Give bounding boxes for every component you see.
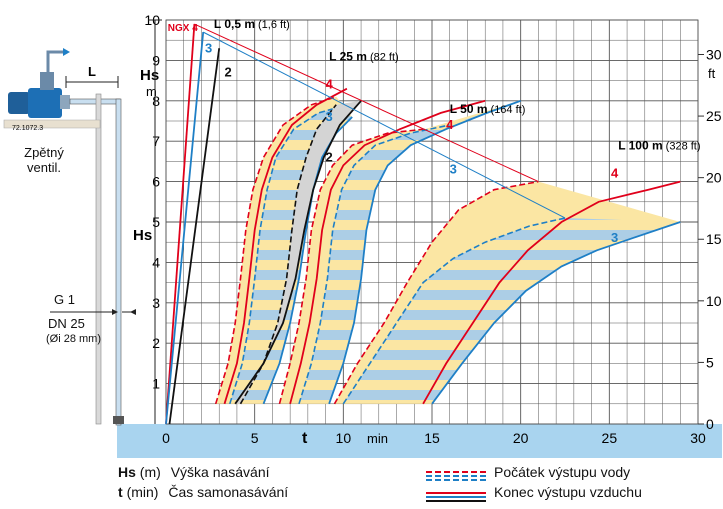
end-curve-4 [289, 99, 486, 405]
connector-line-blue [203, 31, 566, 219]
y2-tick-label: 5 [706, 354, 714, 370]
end-curve-3 [431, 221, 681, 405]
group-label-length: L 25 m [329, 49, 367, 63]
curve-marker-3: 3 [326, 109, 333, 124]
y-tick-label: 1 [152, 376, 160, 392]
pipe-label-dia: (Øi 28 mm) [46, 333, 101, 345]
start-curve-4 [214, 96, 337, 405]
y-tick-label: 9 [152, 52, 160, 68]
band-fill-striped [299, 100, 521, 404]
legend-dashed-text: Počátek výstupu vody [494, 464, 631, 480]
connector-line-red [194, 23, 539, 183]
y-tick-label: 2 [152, 335, 160, 351]
curve-marker-2: 2 [224, 65, 231, 80]
legend-hs-text: Výška nasávání [170, 464, 270, 480]
curve-labels: L 0,5 m (1,6 ft) L 25 m (82 ft) L 50 m (164 f… [168, 17, 701, 245]
group-label: L 25 m (82 ft) [329, 49, 399, 63]
y-tick-label: 5 [152, 214, 160, 230]
curve-marker-3: 3 [450, 162, 457, 177]
y-axis-symbol: Hs [140, 67, 159, 84]
y-tick-label: 4 [152, 254, 160, 270]
y2-tick-label: 30 [706, 46, 722, 62]
end-curve-4 [422, 180, 681, 405]
pump-diagram [3, 19, 162, 426]
hs-diagram-label: Hs [133, 227, 152, 244]
legend-hs: Hs (m) Výška nasávání [118, 464, 270, 480]
group-label-ft: (1,6 ft) [258, 19, 290, 31]
y2-tick-label: 0 [706, 416, 714, 432]
legend-t-text: Čas samonasávání [168, 484, 289, 500]
end-curve-4 [223, 87, 348, 405]
group-label-length: L 0,5 m [214, 17, 255, 31]
y-tick-label: 3 [152, 295, 160, 311]
group-label: L 100 m (328 ft) [618, 138, 700, 152]
curve-2 [168, 48, 221, 425]
group-label-ft: (164 ft) [491, 104, 526, 116]
legend-t: t (min) Čas samonasávání [118, 484, 288, 500]
curve-marker-4: 4 [446, 117, 454, 132]
x-tick-label: 30 [690, 430, 706, 446]
group-label-ft: (82 ft) [370, 51, 399, 63]
pipe-label-g: G 1 [54, 292, 75, 307]
dimension-l-label: L [88, 64, 96, 79]
end-curve-3 [328, 99, 522, 405]
pump-label: NGX 4 [168, 23, 198, 34]
y-axis-unit: m [146, 84, 157, 99]
start-curve-3 [298, 124, 450, 405]
curve-marker-4: 4 [326, 77, 334, 92]
y2-tick-label: 25 [706, 108, 722, 124]
start-curve-3 [342, 217, 566, 405]
x-tick-label: 20 [513, 430, 529, 446]
group-label-ft: (328 ft) [666, 140, 701, 152]
check-valve-label: Zpětný ventil. [24, 145, 64, 175]
band-fill-gray [235, 100, 362, 404]
y-tick-label: 6 [152, 174, 160, 190]
group-label-length: L 100 m [618, 138, 662, 152]
connector-lines [194, 23, 566, 219]
group-label-length: L 50 m [450, 102, 488, 116]
y-tick-label: 8 [152, 93, 160, 109]
y-tick-label: 7 [152, 133, 160, 149]
end-curve-2 [234, 100, 362, 405]
start-curve-2 [239, 104, 337, 405]
curve-marker-3: 3 [611, 230, 618, 245]
pipe-label-dn: DN 25 [48, 316, 85, 331]
group-label: L 50 m (164 ft) [450, 102, 526, 116]
start-curve-3 [229, 108, 333, 405]
band-fill-striped [343, 218, 681, 404]
band-fills [215, 96, 681, 404]
legend-hs-symbol: Hs [118, 464, 136, 480]
x-tick-label: 15 [424, 430, 440, 446]
x-tick-label: 25 [602, 430, 618, 446]
y2-axis-unit: ft [708, 66, 716, 81]
group-label: L 0,5 m (1,6 ft) [214, 17, 290, 31]
x-tick-label: 5 [251, 430, 259, 446]
legend-swatches [426, 471, 486, 502]
curve-marker-3: 3 [205, 40, 212, 55]
y2-tick-label: 15 [706, 231, 722, 247]
start-curve-4 [278, 128, 425, 405]
x-tick-label: 0 [162, 430, 170, 446]
ref-code: 72.1072.3 [12, 125, 43, 132]
x-axis-symbol: t [302, 430, 308, 447]
y2-tick-label: 10 [706, 293, 722, 309]
legend-t-unit: (min) [126, 484, 159, 500]
curve-3 [165, 32, 205, 425]
curve-4 [165, 23, 196, 425]
legend-t-symbol: t [118, 484, 123, 500]
x-axis-unit: min [367, 431, 388, 446]
start-curve-4 [333, 180, 539, 405]
curves [165, 23, 681, 425]
curve-marker-4: 4 [611, 166, 619, 181]
x-tick-label: 10 [336, 430, 352, 446]
legend-solid-text: Konec výstupu vzduchu [494, 484, 642, 500]
water-strip [117, 424, 722, 458]
y2-tick-label: 20 [706, 170, 722, 186]
legend-hs-unit: (m) [139, 464, 161, 480]
curve-marker-2: 2 [326, 149, 333, 164]
